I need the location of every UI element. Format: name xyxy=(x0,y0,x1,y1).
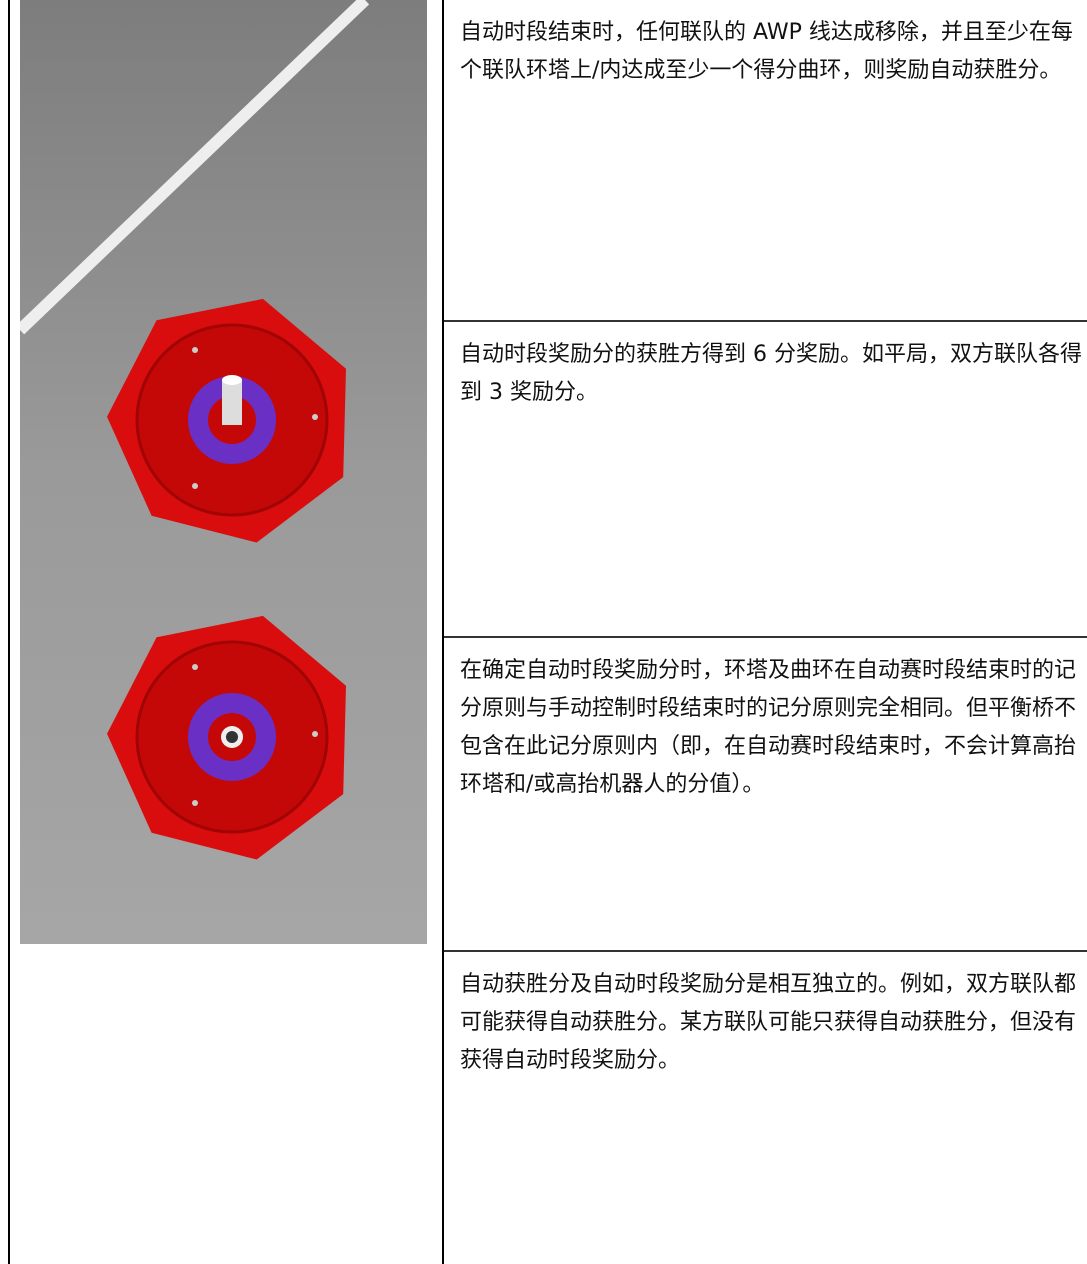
goal-shape xyxy=(192,664,198,670)
goal-shape xyxy=(192,347,198,353)
goal-shape xyxy=(192,483,198,489)
goal-shape xyxy=(312,731,318,737)
goal-shape xyxy=(192,800,198,806)
text-cell: 自动获胜分及自动时段奖励分是相互独立的。例如，双方联队都可能获得自动获胜分。某方… xyxy=(444,950,1087,1264)
text-cell: 自动时段奖励分的获胜方得到 6 分奖励。如平局，双方联队各得到 3 奖励分。 xyxy=(444,320,1087,638)
table xyxy=(8,0,1087,1264)
field-image xyxy=(20,0,427,944)
goal-shape xyxy=(222,375,242,385)
goal-shape xyxy=(312,414,318,420)
column-divider xyxy=(442,0,444,1264)
goal-shape xyxy=(222,380,242,425)
goal-shape xyxy=(226,731,238,743)
goal-shape xyxy=(188,693,276,781)
text-cell: 自动时段结束时，任何联队的 AWP 线达成移除，并且至少在每个联队环塔上/内达成… xyxy=(460,20,1073,83)
text-cell: 在确定自动时段奖励分时，环塔及曲环在自动赛时段结束时的记分原则与手动控制时段结束… xyxy=(444,636,1087,952)
